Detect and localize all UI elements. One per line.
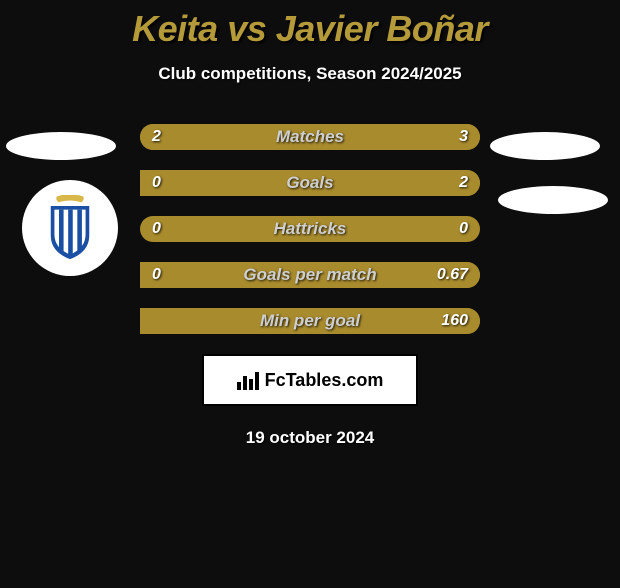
bar-label: Min per goal — [260, 311, 360, 331]
stat-row: 0 2 Goals — [140, 170, 480, 196]
stat-row: 2 3 Matches — [140, 124, 480, 150]
bars-icon — [237, 370, 259, 390]
bar-label: Matches — [276, 127, 344, 147]
value-left: 0 — [152, 174, 161, 192]
value-left: 0 — [152, 266, 161, 284]
value-right: 160 — [441, 312, 468, 330]
value-right: 0 — [459, 220, 468, 238]
date-line: 19 october 2024 — [0, 428, 620, 448]
page-title: Keita vs Javier Boñar — [0, 8, 620, 50]
stat-row: 0 0 Hattricks — [140, 216, 480, 242]
bar-label: Hattricks — [274, 219, 347, 239]
value-right: 3 — [459, 128, 468, 146]
value-left: 2 — [152, 128, 161, 146]
comparison-chart: 2 3 Matches 0 2 Goals 0 0 Hattricks 0 0.67 Goals pe… — [0, 124, 620, 334]
page-subtitle: Club competitions, Season 2024/2025 — [0, 64, 620, 84]
stat-row: 160 Min per goal — [140, 308, 480, 334]
value-right: 0.67 — [437, 266, 468, 284]
value-right: 2 — [459, 174, 468, 192]
stat-row: 0 0.67 Goals per match — [140, 262, 480, 288]
bar-label: Goals — [286, 173, 333, 193]
bar-label: Goals per match — [243, 265, 376, 285]
value-left: 0 — [152, 220, 161, 238]
fctables-badge: FcTables.com — [202, 354, 418, 406]
fctables-text: FcTables.com — [265, 370, 384, 391]
